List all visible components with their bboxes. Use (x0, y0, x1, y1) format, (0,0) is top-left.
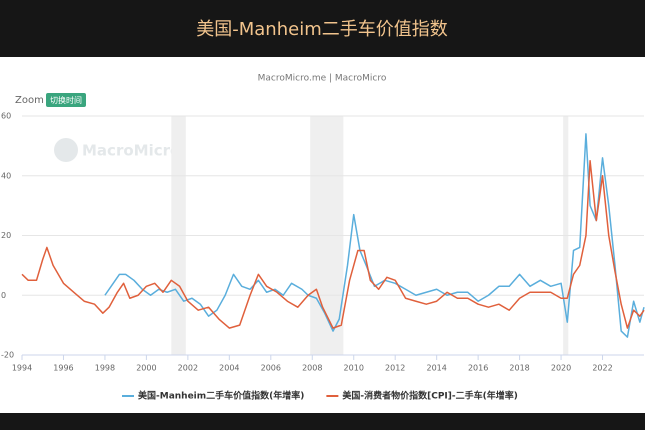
x-tick-label: 2004 (219, 364, 239, 373)
zoom-button[interactable] (46, 93, 86, 107)
x-tick-label: 2020 (551, 364, 571, 373)
y-tick-label: 60 (1, 112, 11, 121)
y-tick-label: 40 (1, 171, 11, 180)
series-line (104, 133, 645, 338)
zoom-label: Zoom (15, 95, 44, 106)
legend-label: 美国-消费者物价指数[CPI]-二手车(年增率) (342, 390, 517, 402)
x-tick-label: 1996 (53, 364, 73, 373)
x-tick-label: 1994 (12, 364, 32, 373)
x-tick-label: 2008 (302, 364, 322, 373)
x-tick-label: 2002 (178, 364, 198, 373)
x-tick-label: 2006 (261, 364, 281, 373)
x-tick-label: 2014 (426, 364, 446, 373)
chart-title: 美国-Manheim二手车价值指数 (196, 19, 447, 40)
header-bar (0, 0, 645, 56)
x-tick-label: 2022 (592, 364, 612, 373)
zoom-button-label[interactable]: 切换时间 (50, 95, 82, 105)
series-line (21, 160, 645, 329)
x-tick-label: 2016 (468, 364, 488, 373)
x-tick-label: 2018 (509, 364, 529, 373)
watermark-logo (54, 138, 78, 162)
watermark: MacroMicro (82, 142, 180, 160)
x-tick-label: 2012 (385, 364, 405, 373)
y-tick-label: -20 (1, 351, 14, 360)
chart-subtitle: MacroMicro.me | MacroMicro (258, 74, 387, 84)
y-tick-label: 20 (1, 231, 11, 240)
legend-label: 美国-Manheim二手车价值指数(年增率) (138, 390, 304, 402)
x-tick-label: 2000 (136, 364, 156, 373)
y-tick-label: 0 (1, 291, 6, 300)
x-tick-label: 1998 (95, 364, 115, 373)
x-tick-label: 2010 (344, 364, 364, 373)
